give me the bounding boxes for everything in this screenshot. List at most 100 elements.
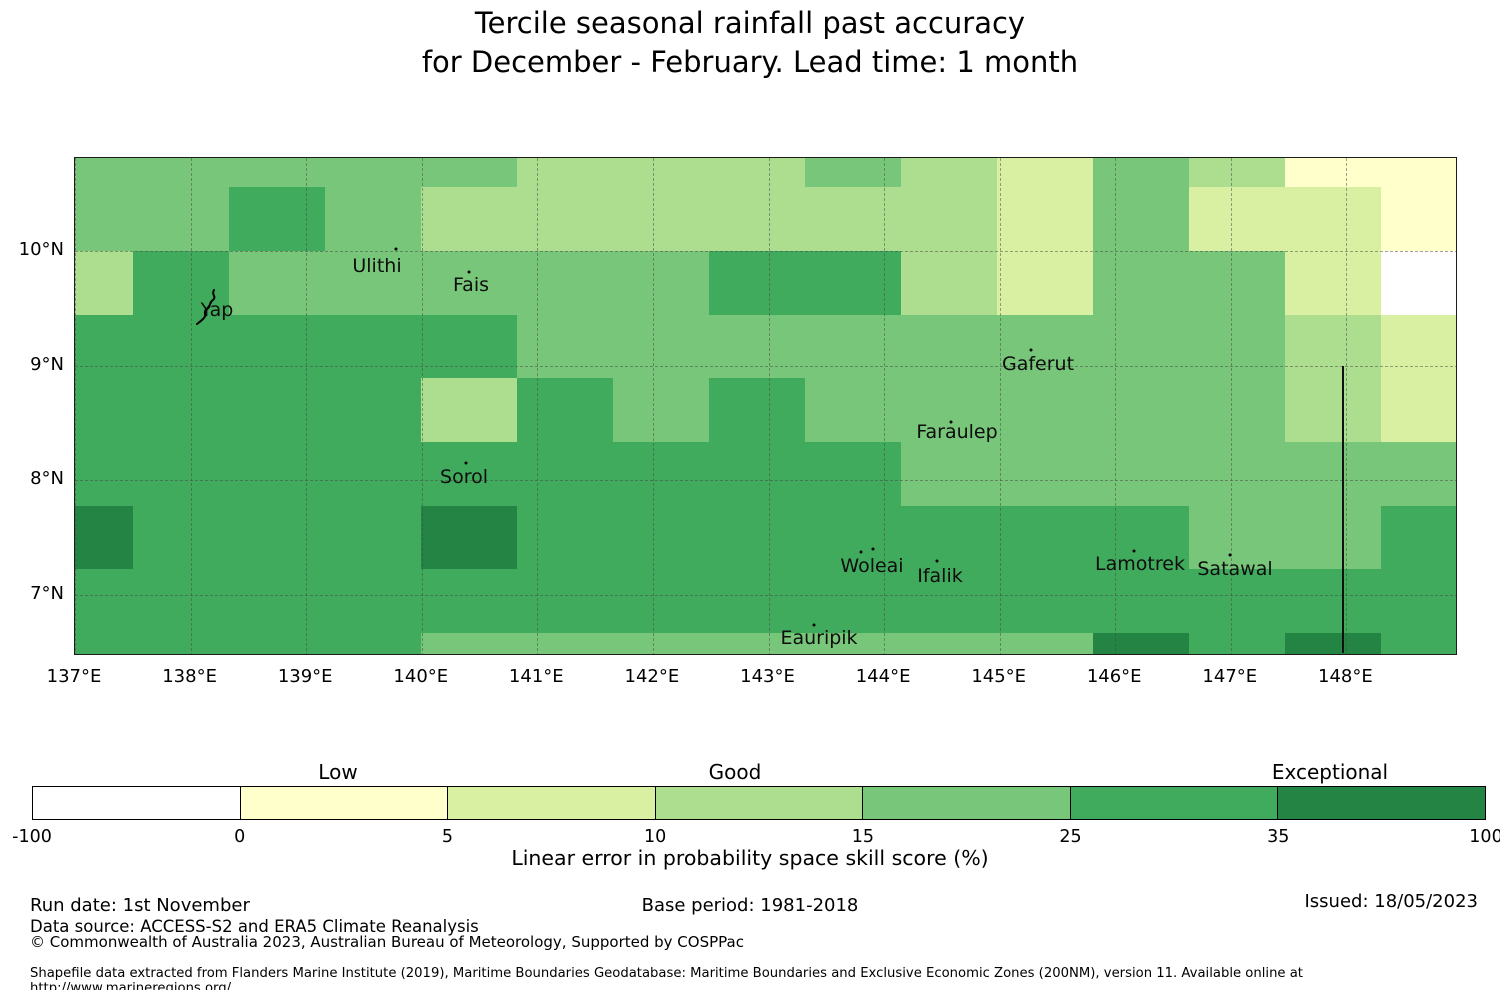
grid-cell: [708, 187, 805, 251]
grid-cell: [1284, 569, 1381, 633]
grid-cell: [1380, 158, 1456, 188]
grid-cell: [75, 158, 133, 188]
grid-cell: [324, 569, 421, 633]
grid-cell: [900, 158, 997, 188]
grid-cell: [132, 251, 229, 315]
island-marker-dot: [871, 547, 875, 551]
colorbar-zone-label: Exceptional: [1271, 760, 1389, 784]
grid-cell: [132, 158, 229, 188]
grid-cell: [708, 378, 805, 442]
colorbar-segment: [239, 787, 448, 819]
grid-cell: [516, 505, 613, 570]
island-marker-dot: [1029, 348, 1033, 352]
grid-cell: [900, 505, 997, 570]
colorbar-segment: [654, 787, 863, 819]
colorbar-tick-label: 0: [234, 827, 246, 847]
grid-cell: [228, 442, 325, 506]
grid-cell: [1092, 158, 1189, 188]
grid-cell: [996, 251, 1093, 315]
island-label-eauripik: Eauripik: [780, 627, 858, 649]
grid-cell: [75, 378, 133, 442]
colorbar-tick-label: 5: [441, 827, 453, 847]
grid-cell: [324, 442, 421, 506]
grid-cell: [1284, 158, 1381, 188]
colorbar-segment: [1277, 787, 1486, 819]
x-tick-label: 142°E: [624, 666, 680, 687]
grid-cell: [228, 314, 325, 379]
grid-cell: [996, 314, 1093, 379]
grid-cell: [420, 442, 517, 506]
colorbar-tick-label: 35: [1267, 827, 1290, 847]
grid-cell: [516, 158, 613, 188]
grid-cell: [708, 505, 805, 570]
copyright-text: © Commonwealth of Australia 2023, Austra…: [30, 933, 744, 951]
grid-cell: [1188, 505, 1285, 570]
horizontal-gridline: [75, 251, 1456, 252]
grid-cell: [75, 505, 133, 570]
grid-cell: [228, 158, 325, 188]
grid-cell: [1284, 251, 1381, 315]
island-label-yap: Yap: [200, 299, 234, 321]
colorbar-segment: [447, 787, 655, 819]
grid-cell: [516, 633, 613, 654]
grid-cell: [324, 633, 421, 654]
grid-cell: [228, 505, 325, 570]
grid-cell: [1284, 442, 1381, 506]
island-label-lamotrek: Lamotrek: [1095, 553, 1185, 575]
vertical-gridline: [1115, 158, 1117, 654]
horizontal-gridline: [75, 365, 1456, 367]
vertical-gridline: [306, 158, 308, 654]
island-marker-dot: [1132, 549, 1136, 553]
colorbar-tick-label: 100: [1469, 827, 1500, 847]
island-marker-dot: [935, 559, 939, 563]
island-marker-dot: [949, 420, 953, 424]
colorbar-segment: [1069, 787, 1278, 819]
vertical-gridline: [999, 158, 1001, 654]
base-period-text: Base period: 1981-2018: [641, 895, 859, 916]
grid-cell: [132, 569, 229, 633]
grid-cell: [132, 187, 229, 251]
colorbar-tick-label: -100: [12, 827, 52, 847]
grid-cell: [75, 442, 133, 506]
data-source-text: Data source: ACCESS-S2 and ERA5 Climate …: [30, 917, 479, 936]
grid-cell: [324, 378, 421, 442]
grid-cell: [612, 378, 709, 442]
grid-cell: [708, 251, 805, 315]
grid-cell: [228, 569, 325, 633]
shapefile-attribution-text: Shapefile data extracted from Flanders M…: [30, 966, 1303, 990]
island-marker-dot: [394, 247, 398, 251]
vertical-gridline: [190, 158, 192, 654]
grid-cell: [900, 442, 997, 506]
island-label-sorol: Sorol: [440, 466, 488, 488]
grid-cell: [1092, 251, 1189, 315]
vertical-gridline: [1346, 158, 1348, 654]
grid-cell: [1188, 158, 1285, 188]
grid-cell: [612, 633, 709, 654]
grid-cell: [1092, 505, 1189, 570]
grid-cell: [516, 187, 613, 251]
grid-cell: [1380, 505, 1456, 570]
x-tick-label: 138°E: [162, 666, 217, 687]
grid-cell: [75, 633, 133, 654]
grid-cell: [612, 569, 709, 633]
grid-cell: [228, 187, 325, 251]
vertical-gridline: [421, 158, 423, 654]
grid-cell: [228, 378, 325, 442]
grid-cell: [708, 158, 805, 188]
grid-cell: [612, 187, 709, 251]
grid-cell: [228, 251, 325, 315]
grid-cell: [132, 442, 229, 506]
island-label-fais: Fais: [452, 274, 490, 296]
grid-cell: [612, 442, 709, 506]
grid-cell: [804, 633, 901, 654]
grid-cell: [804, 378, 901, 442]
grid-cell: [324, 505, 421, 570]
grid-cell: [996, 158, 1093, 188]
x-tick-label: 137°E: [46, 666, 102, 687]
x-tick-label: 146°E: [1086, 666, 1142, 687]
grid-cell: [1380, 378, 1456, 442]
vertical-gridline: [652, 158, 654, 654]
grid-cell: [1188, 187, 1285, 251]
grid-cell: [1188, 442, 1285, 506]
